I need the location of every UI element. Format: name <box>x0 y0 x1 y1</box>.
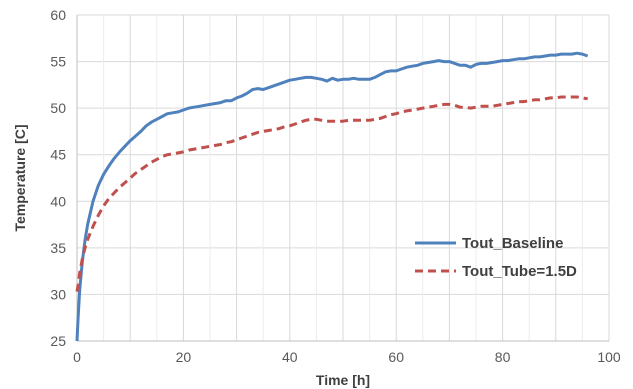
x-tick-label: 20 <box>176 349 192 365</box>
legend-label: Tout_Baseline <box>462 235 563 252</box>
x-tick-labels: 0 20 40 60 80 100 <box>73 349 621 365</box>
series-line-1 <box>75 51 589 342</box>
x-axis-title: Time [h] <box>316 372 370 388</box>
x-tick-label: 0 <box>73 349 81 365</box>
x-tick-label: 40 <box>282 349 298 365</box>
y-tick-label: 45 <box>50 147 66 163</box>
legend-label: Tout_Tube=1.5D <box>462 263 577 280</box>
legend: Tout_Baseline Tout_Tube=1.5D <box>415 235 577 280</box>
y-tick-label: 40 <box>50 193 66 209</box>
y-tick-label: 55 <box>50 54 66 70</box>
x-tick-label: 100 <box>597 349 621 365</box>
y-tick-labels: 25 30 35 40 45 50 55 60 <box>50 7 66 349</box>
gridlines <box>77 14 610 341</box>
y-tick-label: 30 <box>50 286 66 302</box>
series-line-2 <box>75 95 588 292</box>
y-tick-label: 50 <box>50 100 66 116</box>
y-tick-label: 60 <box>50 7 66 23</box>
y-tick-label: 35 <box>50 240 66 256</box>
x-tick-label: 60 <box>388 349 404 365</box>
y-tick-label: 25 <box>50 333 66 349</box>
x-tick-label: 80 <box>495 349 511 365</box>
y-axis-title: Temperature [C] <box>12 124 28 231</box>
series-lines <box>75 51 589 342</box>
